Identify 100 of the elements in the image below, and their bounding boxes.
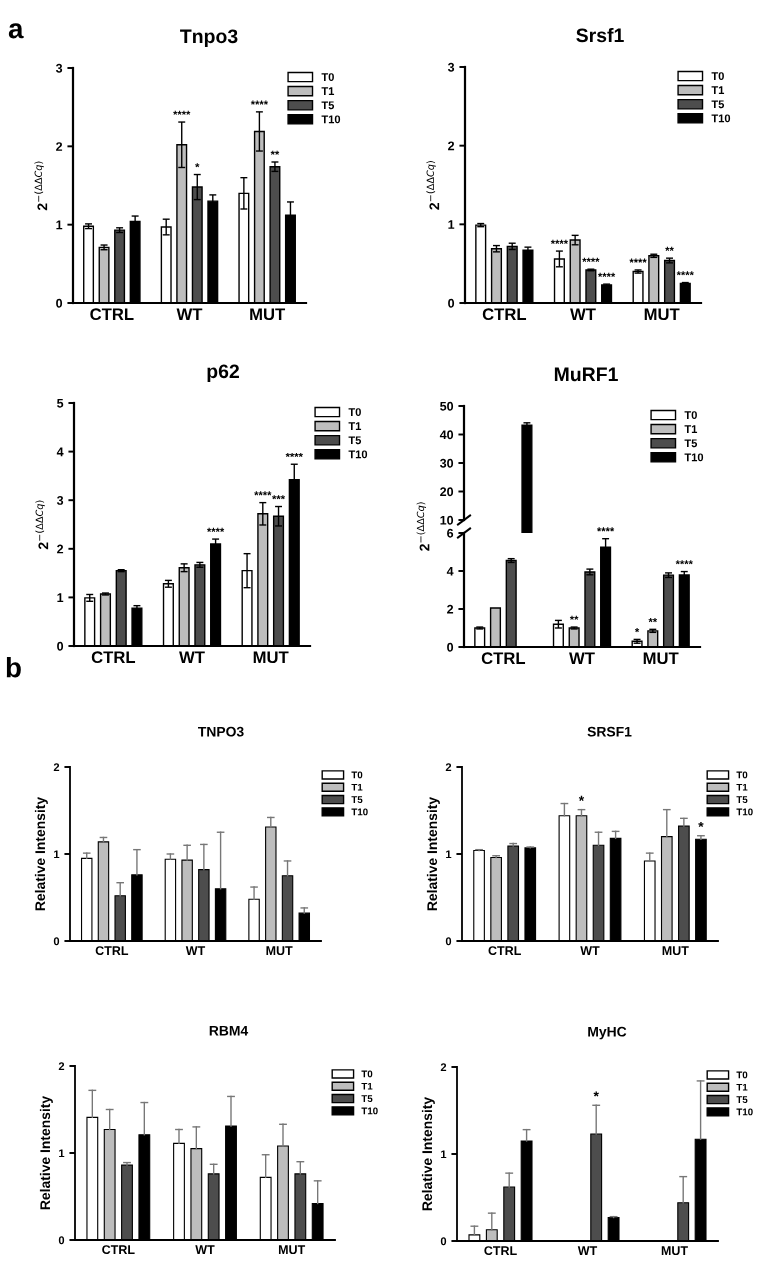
- annotation: ****: [254, 491, 272, 496]
- y-tick-label: 2: [57, 544, 64, 554]
- y-tick-label: 0: [58, 1236, 65, 1245]
- legend-label: T1: [351, 783, 363, 791]
- legend-label: T0: [321, 73, 334, 81]
- x-tick-label: WT: [580, 946, 600, 955]
- annotation: *: [195, 163, 200, 168]
- y-tick-label: 4: [446, 566, 454, 576]
- legend-label: T10: [736, 808, 753, 816]
- y-tick-label: 1: [56, 220, 63, 230]
- y-tick-label: 6: [447, 528, 454, 538]
- legend-label: T5: [736, 1096, 748, 1104]
- y-tick-label: 2: [53, 763, 60, 772]
- x-tick-label: WT: [195, 1245, 215, 1254]
- legend-label: T10: [711, 114, 731, 123]
- x-tick-label: MUT: [644, 308, 680, 321]
- y-tick-label: 0: [440, 1237, 447, 1246]
- x-tick-label: CTRL: [481, 652, 526, 665]
- y-tick-label: 40: [439, 430, 454, 440]
- y-tick-label: 0: [448, 298, 455, 308]
- annotation: ****: [173, 110, 191, 115]
- annotation: ****: [250, 100, 269, 105]
- annotation: ***: [272, 495, 286, 500]
- y-axis-title: 2$^{−(ΔΔCq)}$: [35, 500, 49, 550]
- y-tick-label: 1: [441, 1150, 447, 1159]
- chart-title: SRSF1: [587, 726, 632, 737]
- x-tick-label: CTRL: [484, 1246, 517, 1256]
- text: a: [8, 23, 24, 39]
- x-tick-label: MUT: [643, 652, 679, 665]
- x-tick-label: CTRL: [95, 946, 129, 956]
- x-tick-label: CTRL: [488, 946, 521, 956]
- legend-label: T5: [736, 796, 748, 804]
- x-tick-label: CTRL: [90, 308, 134, 321]
- y-tick-label: 3: [56, 496, 64, 505]
- legend-label: T0: [736, 1071, 748, 1079]
- legend-label: T1: [348, 422, 362, 430]
- chart-title: Tnpo3: [180, 29, 238, 48]
- y-tick-label: 1: [448, 220, 455, 229]
- chart-title: p62: [207, 364, 239, 383]
- y-tick-label: 30: [439, 458, 454, 468]
- y-axis-title: Relative Intensity: [39, 1095, 53, 1210]
- annotation: ****: [550, 239, 569, 244]
- annotation: ****: [676, 271, 694, 276]
- y-axis-title: 2$^{−(ΔΔCq)}$: [34, 161, 48, 211]
- x-tick-label: WT: [185, 946, 206, 955]
- y-tick-label: 2: [440, 1063, 447, 1072]
- text: b: [6, 657, 21, 678]
- x-tick-label: WT: [179, 651, 205, 663]
- legend-label: T5: [684, 439, 698, 448]
- legend-label: T1: [321, 87, 335, 95]
- legend-label: T1: [361, 1082, 373, 1090]
- y-tick-label: 2: [448, 141, 455, 151]
- y-axis-title: Relative Intensity: [426, 796, 440, 911]
- chart-title: Srsf1: [576, 27, 624, 43]
- y-tick-label: 0: [57, 641, 64, 651]
- legend-label: T0: [736, 771, 748, 779]
- x-tick-label: MUT: [250, 308, 286, 321]
- legend-label: T10: [321, 115, 341, 124]
- y-axis-title: 2$^{−(ΔΔCq)}$: [426, 161, 440, 210]
- y-tick-label: 1: [57, 593, 64, 602]
- y-tick-label: 10: [440, 515, 454, 525]
- x-tick-label: WT: [176, 308, 203, 320]
- x-tick-label: MUT: [278, 1245, 306, 1255]
- legend-label: T5: [321, 101, 335, 110]
- legend-label: T1: [711, 86, 725, 94]
- annotation: ****: [206, 527, 225, 532]
- x-tick-label: WT: [569, 652, 595, 664]
- annotation: *: [634, 628, 640, 633]
- y-tick-label: 0: [56, 298, 63, 308]
- legend-label: T0: [361, 1070, 373, 1078]
- x-tick-label: MUT: [662, 946, 689, 956]
- annotation: **: [569, 615, 579, 620]
- x-tick-label: CTRL: [482, 308, 527, 321]
- legend-label: T10: [684, 453, 704, 462]
- annotation: **: [665, 246, 674, 251]
- y-tick-label: 2: [58, 1062, 65, 1071]
- x-tick-label: WT: [577, 1246, 598, 1255]
- y-tick-label: 4: [56, 447, 64, 457]
- annotation: ****: [582, 257, 600, 262]
- legend-label: T10: [348, 450, 368, 459]
- legend-label: T10: [361, 1107, 378, 1115]
- chart-title: MuRF1: [554, 367, 618, 382]
- annotation: *: [578, 795, 585, 801]
- y-tick-label: 5: [57, 398, 64, 408]
- legend-label: T1: [736, 1083, 748, 1091]
- legend-label: T5: [711, 100, 725, 109]
- y-tick-label: 0: [447, 642, 454, 652]
- x-tick-label: CTRL: [102, 1245, 135, 1255]
- x-tick-label: MUT: [661, 1246, 688, 1256]
- legend-label: T0: [684, 411, 697, 419]
- y-tick-label: 0: [53, 937, 60, 946]
- y-tick-label: 50: [440, 401, 454, 411]
- annotation: **: [270, 150, 280, 155]
- y-tick-label: 3: [447, 62, 455, 72]
- x-tick-label: WT: [570, 308, 596, 320]
- y-tick-label: 1: [54, 850, 60, 859]
- legend-label: T5: [351, 796, 363, 804]
- annotation: *: [698, 821, 704, 828]
- annotation: ****: [675, 560, 693, 565]
- x-tick-label: MUT: [253, 651, 289, 664]
